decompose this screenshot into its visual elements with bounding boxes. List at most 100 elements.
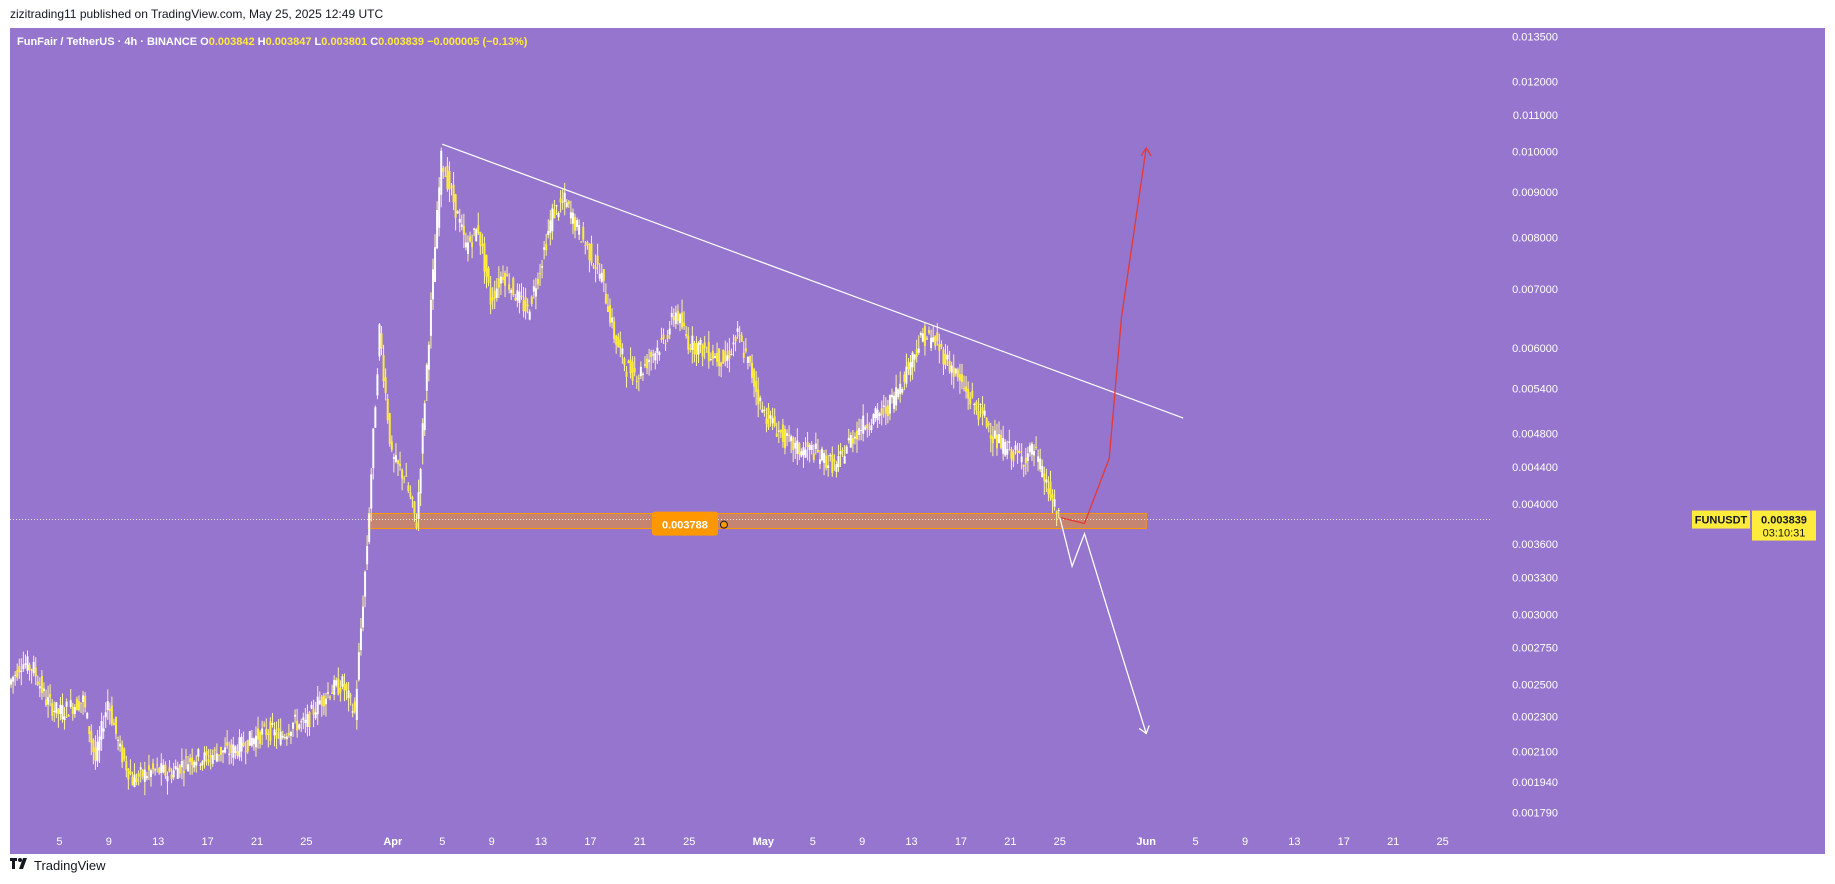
candle-body — [839, 451, 842, 455]
y-tick-label: 0.003000 — [1512, 609, 1558, 621]
candle-body — [860, 429, 863, 431]
candle-body — [230, 744, 233, 753]
candle-body — [429, 299, 432, 336]
candle-body — [707, 341, 710, 362]
footer-brand[interactable]: TradingView — [10, 858, 106, 873]
candle-body — [678, 314, 681, 324]
x-tick-label: Apr — [383, 836, 403, 848]
symbol-legend[interactable]: FunFair / TetherUS · 4h · BINANCE O0.003… — [17, 36, 528, 48]
candle-body — [1037, 456, 1040, 462]
candle-body — [203, 752, 206, 762]
legend-part: L — [315, 36, 322, 48]
y-tick-label: 0.006000 — [1512, 343, 1558, 355]
candle-body — [479, 231, 482, 246]
candle-body — [835, 464, 838, 472]
candle-body — [287, 733, 290, 736]
candle-body — [485, 254, 488, 277]
candle-body — [602, 269, 605, 281]
candle-body — [584, 244, 587, 246]
candle-body — [182, 770, 185, 773]
candle-body — [217, 754, 220, 756]
price-scale-panel[interactable] — [1492, 28, 1825, 828]
x-tick-label: 5 — [810, 836, 816, 848]
candle-body — [864, 426, 867, 430]
candle-body — [720, 362, 723, 367]
candle-body — [172, 770, 175, 778]
candle-body — [868, 428, 871, 430]
candle-body — [703, 342, 706, 349]
zone-price-label: 0.003788 — [662, 520, 708, 532]
candle-body — [312, 708, 315, 715]
candle-body — [137, 773, 140, 778]
plot-area[interactable] — [10, 28, 1492, 828]
candle-body — [897, 389, 900, 398]
candle-body — [948, 360, 951, 372]
candle-body — [147, 765, 150, 771]
support-zone[interactable] — [367, 512, 1147, 530]
candle-body — [271, 723, 274, 725]
candle-body — [477, 225, 480, 233]
bearish-projection-path[interactable] — [1059, 517, 1147, 734]
candle-body — [139, 767, 142, 770]
candle-body — [884, 406, 887, 414]
candle-body — [34, 667, 37, 677]
candle-body — [882, 405, 885, 408]
candle-body — [512, 278, 515, 295]
candle-body — [302, 717, 305, 721]
candle-body — [656, 347, 659, 353]
candle-body — [273, 729, 276, 736]
candle-body — [872, 414, 875, 424]
candle-body — [94, 747, 97, 761]
candle-body — [625, 371, 628, 377]
published-info: zizitrading11 published on TradingView.c… — [10, 7, 384, 21]
candle-body — [582, 226, 585, 240]
candle-body — [30, 669, 33, 671]
x-tick-label: 21 — [1387, 836, 1399, 848]
descending-trendline[interactable] — [442, 143, 1184, 419]
candle-body — [858, 428, 861, 435]
candle-body — [392, 457, 395, 459]
candle-body — [1008, 441, 1011, 443]
x-tick-label: 21 — [634, 836, 646, 848]
candle-body — [967, 388, 970, 399]
y-tick-label: 0.012000 — [1512, 77, 1558, 89]
candle-body — [100, 720, 103, 740]
candle-body — [475, 229, 478, 242]
zone-price-badge[interactable] — [651, 511, 718, 536]
candle-body — [886, 405, 889, 416]
candle-body — [596, 255, 599, 265]
candle-body — [322, 695, 325, 707]
candle-body — [135, 778, 138, 783]
candle-body — [724, 351, 727, 362]
zone-anchor-handle[interactable] — [719, 520, 728, 529]
candle-body — [306, 714, 309, 727]
candle-body — [495, 288, 498, 298]
time-scale-panel[interactable] — [10, 828, 1825, 854]
candle-body — [874, 408, 877, 418]
candle-body — [580, 241, 583, 243]
candle-body — [61, 705, 64, 720]
candle-body — [567, 201, 570, 204]
candle-body — [199, 764, 202, 766]
candle-body — [184, 756, 187, 758]
x-tick-label: 25 — [1436, 836, 1448, 848]
candle-body — [84, 695, 87, 708]
bullish-projection-path[interactable] — [1059, 147, 1147, 525]
candle-body — [598, 273, 601, 279]
candle-body — [331, 692, 334, 694]
candle-body — [952, 367, 955, 377]
candle-body — [913, 354, 916, 360]
candle-body — [524, 297, 527, 312]
candle-body — [987, 423, 990, 426]
candle-body — [781, 424, 784, 442]
candle-body — [557, 212, 560, 218]
candle-body — [522, 299, 525, 312]
candle-body — [423, 403, 426, 431]
candle-body — [1057, 509, 1060, 511]
y-tick-label: 0.001940 — [1512, 777, 1558, 789]
candle-body — [631, 361, 634, 381]
candle-body — [211, 755, 214, 764]
candle-body — [907, 361, 910, 370]
candle-body — [586, 242, 589, 246]
